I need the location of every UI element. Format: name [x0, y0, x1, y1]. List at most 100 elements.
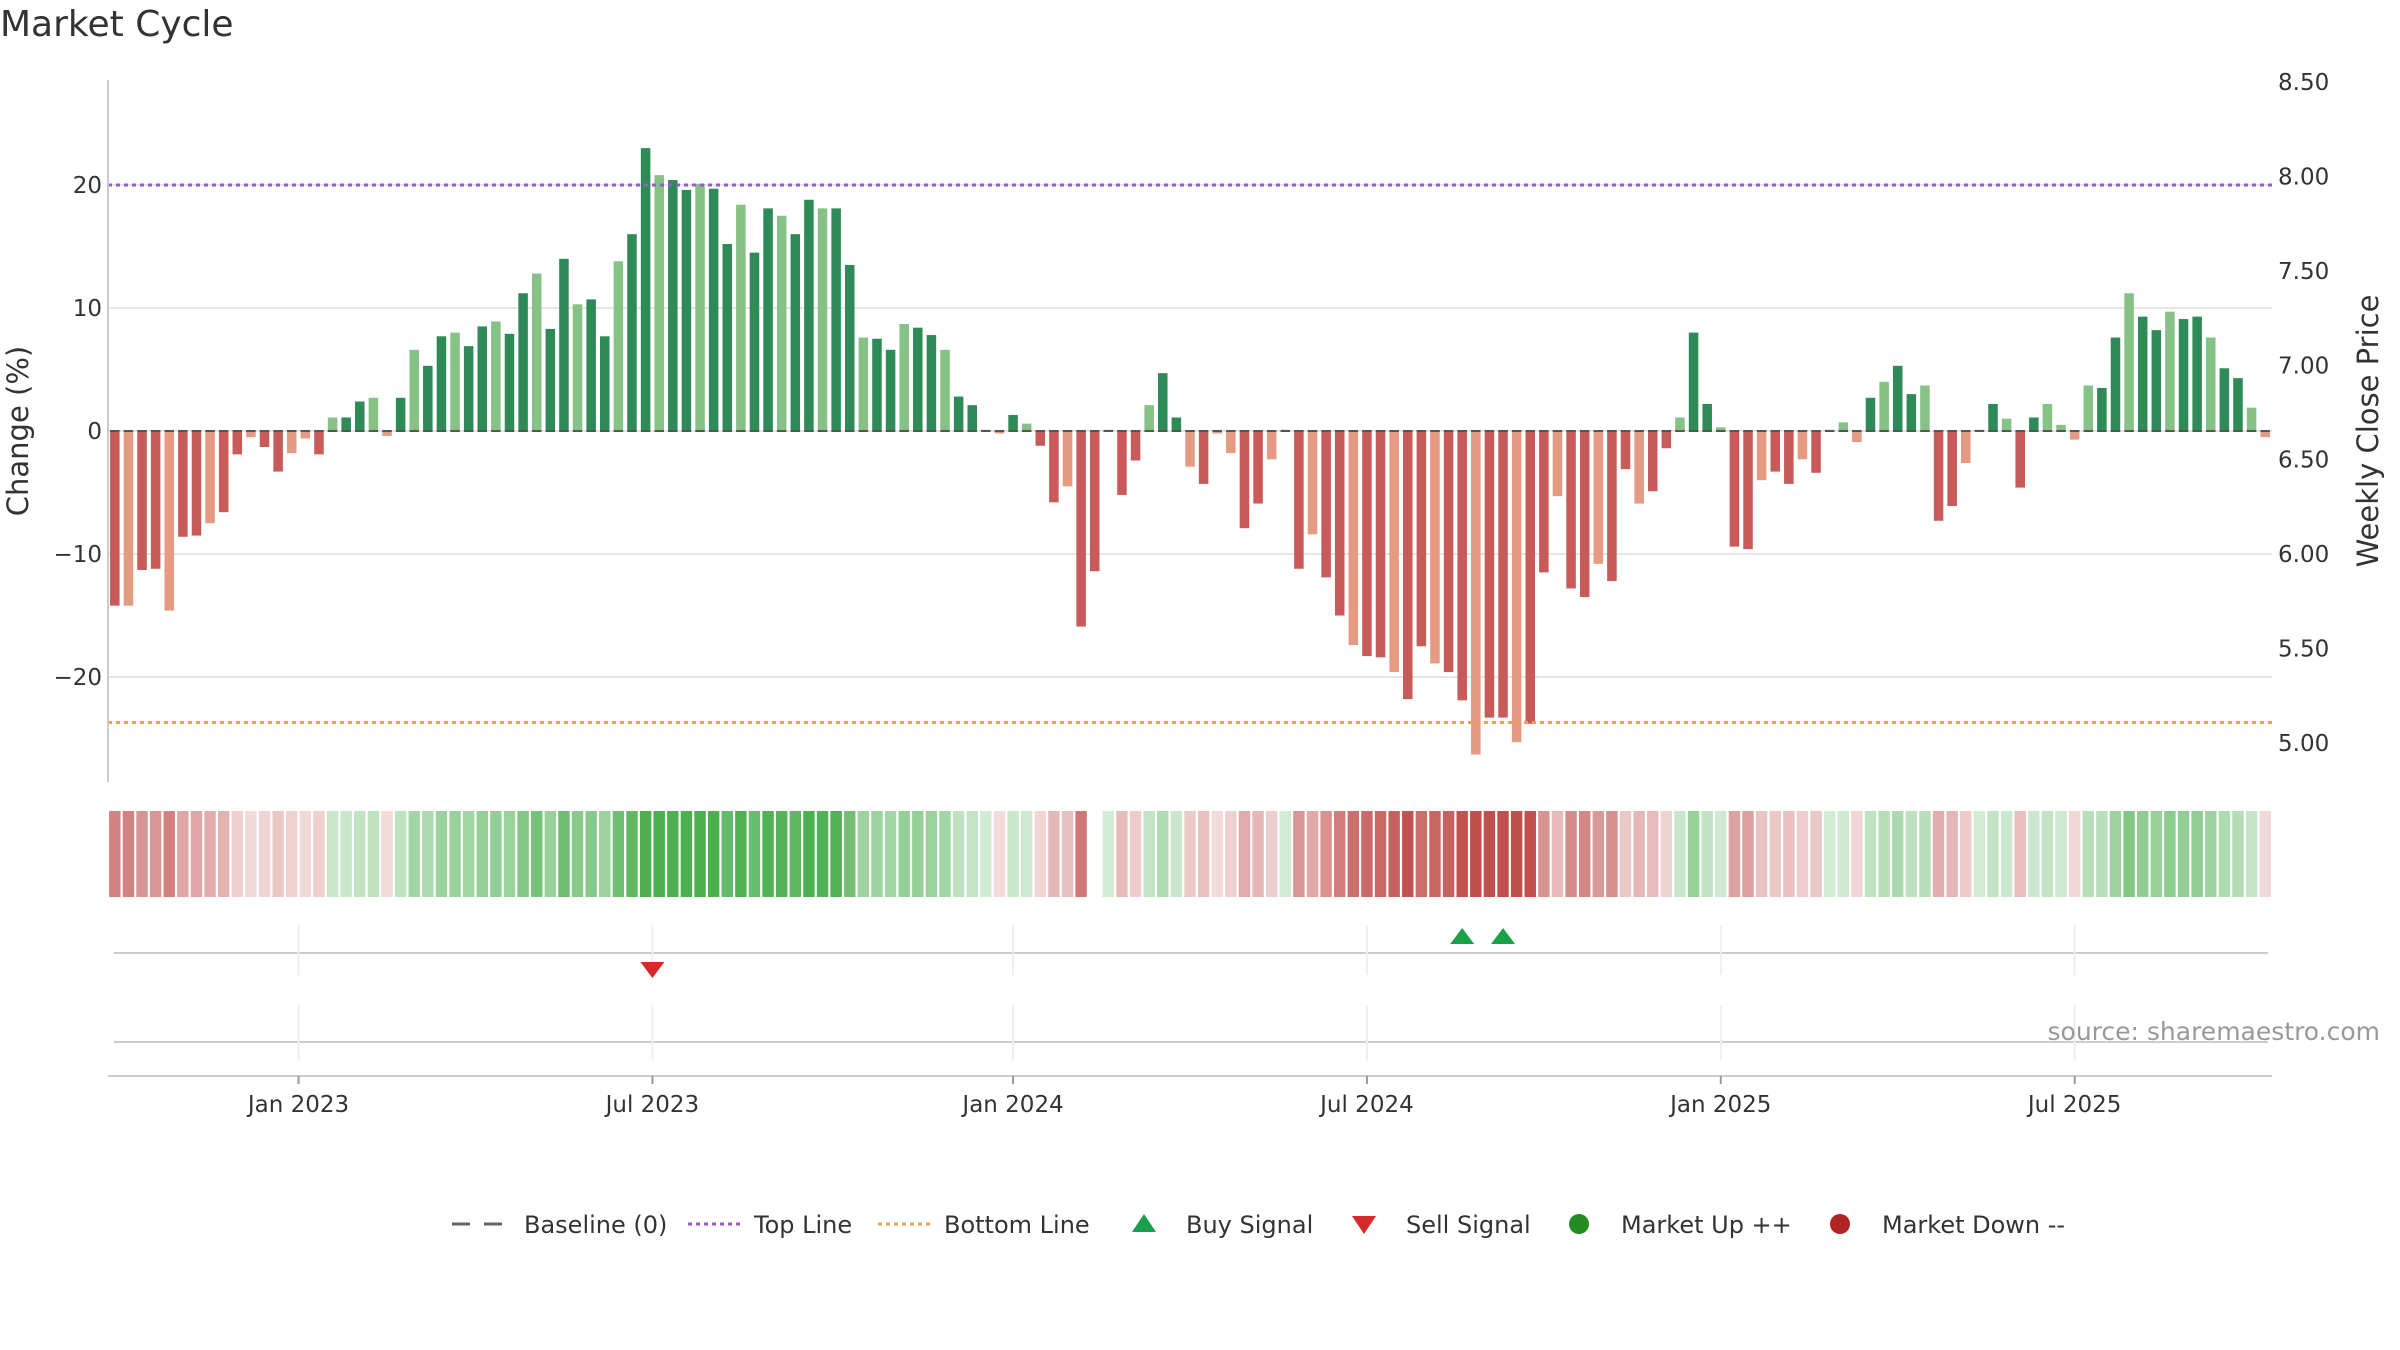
- bar: [2192, 316, 2202, 431]
- bar: [967, 405, 978, 431]
- bar: [218, 431, 229, 513]
- bar: [2246, 407, 2257, 431]
- bar: [1756, 431, 1767, 481]
- bar: [1607, 431, 1617, 582]
- bar: [722, 244, 733, 431]
- legend-label: Sell Signal: [1406, 1211, 1531, 1239]
- bar: [1716, 427, 1726, 431]
- bar: [1212, 431, 1222, 434]
- heat-cell: [1442, 811, 1455, 897]
- heat-cell: [1755, 811, 1768, 897]
- heat-cell: [1374, 811, 1387, 897]
- heat-cell: [1578, 811, 1591, 897]
- heat-cell: [2232, 811, 2244, 897]
- heat-cell: [326, 811, 339, 897]
- bar: [2260, 431, 2270, 438]
- bar: [899, 323, 909, 431]
- heat-cell: [1510, 811, 1523, 897]
- bar: [572, 304, 583, 431]
- bar: [1402, 431, 1413, 700]
- buy-signal-marker: [1491, 928, 1516, 944]
- bar: [804, 199, 814, 431]
- y-tick-label-left: 10: [73, 296, 102, 322]
- bar: [1498, 431, 1508, 718]
- bar: [1185, 431, 1195, 467]
- legend-market-down-icon: [1830, 1214, 1850, 1234]
- bar: [504, 333, 515, 431]
- heat-cell: [667, 811, 679, 897]
- legend-label: Bottom Line: [944, 1211, 1090, 1239]
- bar: [2056, 424, 2066, 431]
- y-axis-label-left: Change (%): [1, 346, 35, 516]
- bar: [763, 208, 773, 431]
- legend-label: Top Line: [753, 1211, 852, 1239]
- heat-cell: [1592, 811, 1605, 897]
- heat-cell: [1415, 811, 1428, 897]
- y-tick-label-right: 7.00: [2278, 353, 2329, 379]
- bar: [327, 417, 338, 431]
- heat-cell: [1823, 811, 1836, 897]
- heat-cell: [1524, 811, 1536, 897]
- x-tick-label: Jul 2023: [604, 1092, 700, 1118]
- heat-cell: [286, 811, 298, 897]
- heat-cell: [503, 811, 516, 897]
- heat-cell: [1987, 811, 1999, 897]
- heat-cell: [1347, 811, 1360, 897]
- heat-cell: [844, 811, 856, 897]
- heat-cell: [1306, 811, 1319, 897]
- bar: [1389, 431, 1399, 673]
- heat-cell: [490, 811, 502, 897]
- heat-cell: [1783, 811, 1795, 897]
- heat-cell: [544, 811, 557, 897]
- bar: [1579, 431, 1590, 598]
- bar: [668, 180, 678, 431]
- bar: [1961, 431, 1971, 463]
- y-tick-label-left: −10: [53, 542, 102, 568]
- heat-cell: [109, 811, 121, 897]
- heat-cell: [1456, 811, 1468, 897]
- bar: [1879, 381, 1889, 431]
- y-tick-label-right: 8.50: [2278, 70, 2329, 96]
- bar: [926, 335, 937, 431]
- heat-cell: [190, 811, 203, 897]
- bar: [1348, 431, 1359, 646]
- heat-cell: [1170, 811, 1183, 897]
- heat-cell: [340, 811, 352, 897]
- heat-cell: [149, 811, 162, 897]
- bar: [477, 326, 488, 431]
- heat-cell: [2191, 811, 2203, 897]
- bar: [1035, 431, 1046, 446]
- bar: [776, 215, 787, 431]
- heat-cell: [599, 811, 611, 897]
- heat-cell: [1333, 811, 1346, 897]
- bar: [817, 208, 828, 431]
- bar: [1362, 431, 1372, 657]
- heat-cell: [1715, 811, 1727, 897]
- bar: [1511, 431, 1522, 743]
- source-label: source: sharemaestro.com: [2048, 1017, 2381, 1046]
- bar: [1144, 405, 1154, 431]
- bar: [831, 208, 841, 431]
- bar: [314, 431, 324, 455]
- heat-cell: [857, 811, 870, 897]
- bar: [1729, 431, 1740, 547]
- heat-cell: [1606, 811, 1618, 897]
- heat-cell: [2245, 811, 2258, 897]
- bar: [2029, 417, 2039, 431]
- x-tick-label: Jul 2024: [1318, 1092, 1414, 1118]
- bar: [1021, 423, 1032, 431]
- heat-cell: [1483, 811, 1496, 897]
- heat-cell: [435, 811, 448, 897]
- y-tick-label-left: 0: [87, 419, 102, 445]
- heat-cell: [367, 811, 380, 897]
- heat-cell: [762, 811, 774, 897]
- y-tick-label-right: 8.00: [2278, 164, 2329, 190]
- heat-cell: [408, 811, 420, 897]
- heat-strip: [109, 811, 2271, 897]
- bar: [518, 293, 528, 431]
- heat-cell: [558, 811, 570, 897]
- heat-cell: [1197, 811, 1210, 897]
- bar: [1784, 431, 1794, 484]
- bar: [1593, 431, 1604, 564]
- bar: [1158, 373, 1168, 431]
